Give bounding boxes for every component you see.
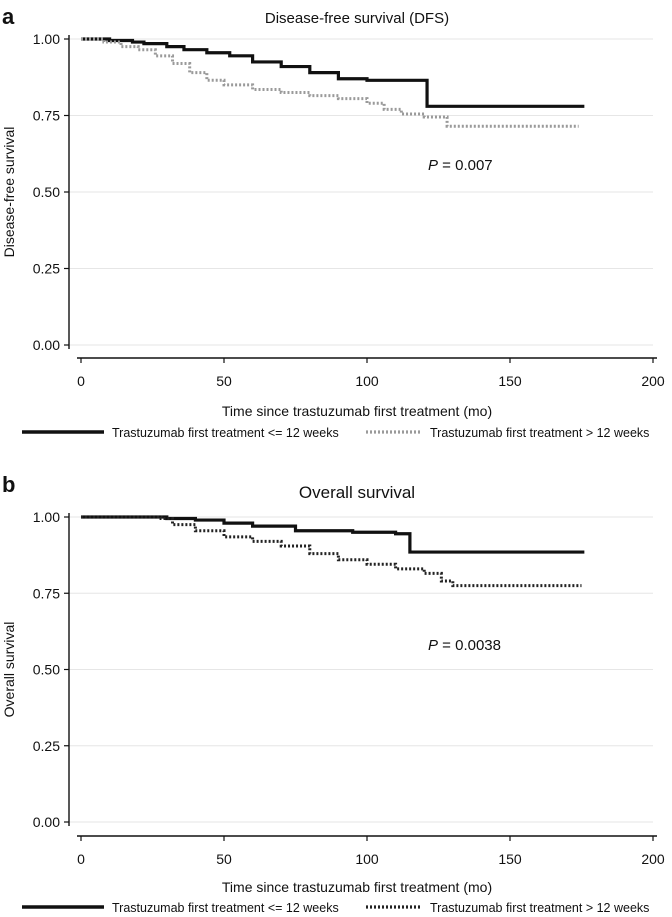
- y-axis-label: Disease-free survival: [1, 127, 17, 258]
- x-tick-label: 100: [355, 373, 379, 389]
- y-tick-label: 0.50: [33, 662, 60, 678]
- p-value: = 0.007: [438, 157, 493, 174]
- y-tick-label: 0.00: [33, 814, 60, 830]
- y-tick-label: 0.50: [33, 184, 60, 200]
- x-tick-label: 150: [498, 851, 522, 867]
- chart-title: Overall survival: [299, 483, 415, 502]
- x-axis-label: Time since trastuzumab first treatment (…: [222, 879, 492, 895]
- y-tick-label: 0.00: [33, 337, 60, 353]
- x-tick-label: 200: [641, 373, 665, 389]
- x-tick-label: 150: [498, 373, 522, 389]
- x-axis-label: Time since trastuzumab first treatment (…: [222, 403, 492, 419]
- p-symbol: P: [428, 157, 438, 174]
- chart-title: Disease-free survival (DFS): [265, 10, 449, 27]
- x-tick-label: 200: [641, 851, 665, 867]
- y-axis-label: Overall survival: [1, 622, 17, 718]
- series-line-gt-12-weeks: [81, 515, 582, 588]
- x-tick-label: 50: [216, 851, 232, 867]
- y-tick-label: 0.75: [33, 585, 60, 601]
- y-tick-label: 1.00: [33, 509, 60, 525]
- y-tick-label: 0.25: [33, 738, 60, 754]
- panel-letter: b: [2, 472, 15, 497]
- series-line-le-12-weeks: [81, 515, 585, 554]
- p-value-annotation: P = 0.007: [428, 157, 493, 174]
- x-tick-label: 100: [355, 851, 379, 867]
- panel-b: b Overall survival 0.00 0.25 0.50 0.75 1.00 0 50…: [1, 472, 665, 915]
- x-tick-label: 0: [77, 851, 85, 867]
- legend-label: Trastuzumab first treatment > 12 weeks: [430, 901, 649, 915]
- x-tick-label: 50: [216, 373, 232, 389]
- p-symbol: P: [428, 637, 438, 654]
- x-tick-label: 0: [77, 373, 85, 389]
- legend-label: Trastuzumab first treatment > 12 weeks: [430, 426, 649, 440]
- panel-letter: a: [2, 4, 15, 29]
- y-tick-label: 1.00: [33, 31, 60, 47]
- y-tick-label: 0.75: [33, 108, 60, 124]
- y-tick-label: 0.25: [33, 261, 60, 277]
- panel-a: a Disease-free survival (DFS) 0.00 0.25 0.50…: [1, 4, 665, 440]
- series-line-gt-12-weeks: [81, 37, 579, 128]
- legend-label: Trastuzumab first treatment <= 12 weeks: [112, 426, 339, 440]
- series-line-le-12-weeks: [81, 37, 585, 108]
- p-value-annotation: P = 0.0038: [428, 637, 501, 654]
- legend-label: Trastuzumab first treatment <= 12 weeks: [112, 901, 339, 915]
- p-value: = 0.0038: [438, 637, 501, 654]
